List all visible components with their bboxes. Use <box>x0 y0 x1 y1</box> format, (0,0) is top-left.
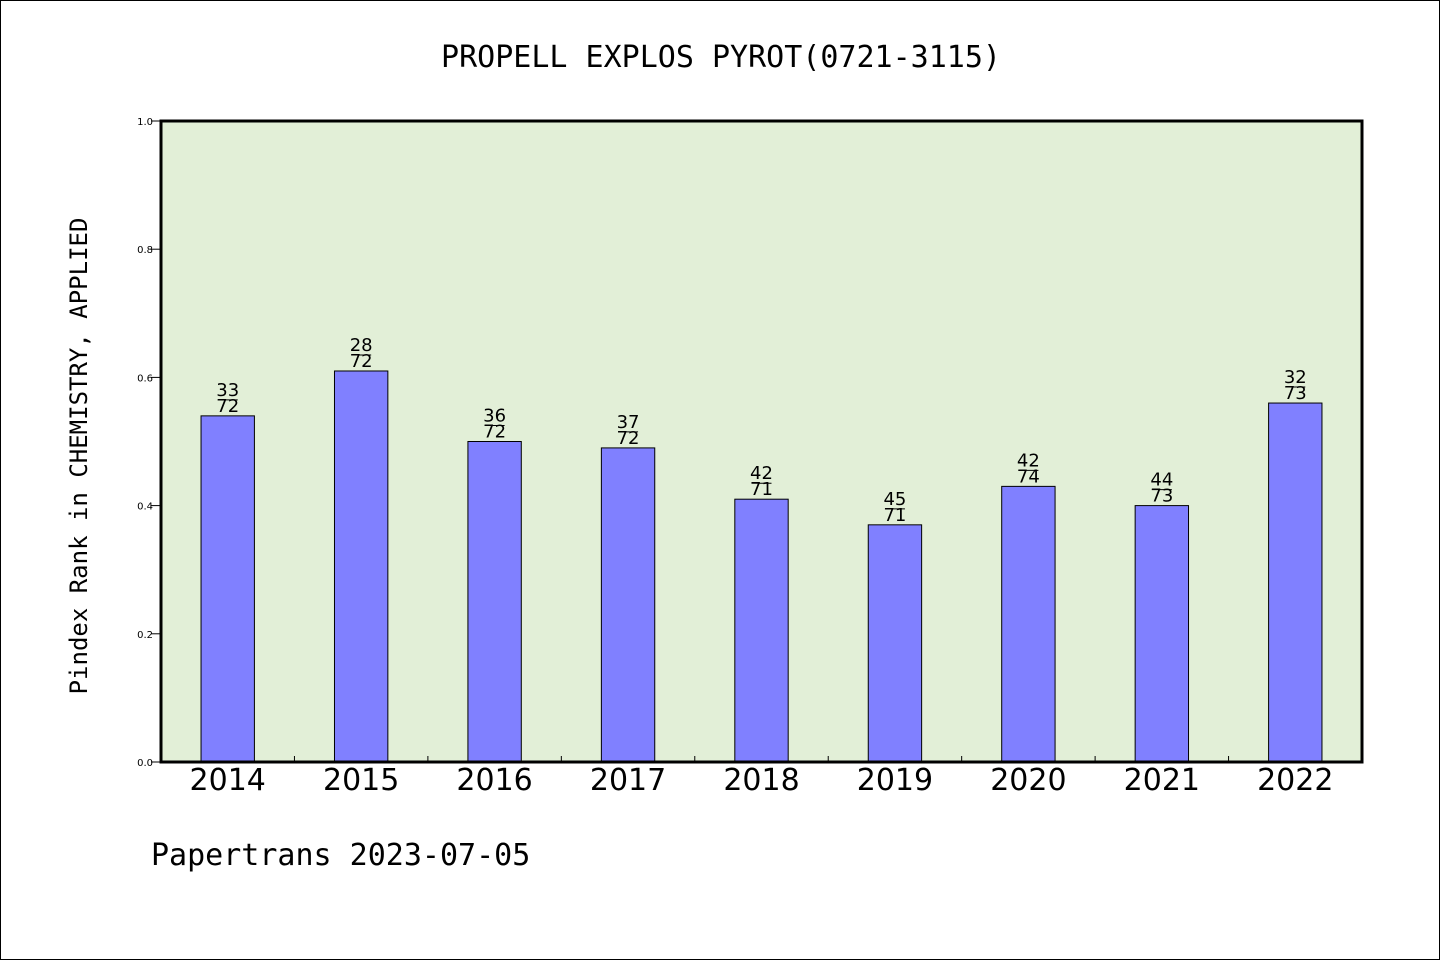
plot-border <box>159 119 1364 764</box>
y-tick-label: 1.0 <box>137 117 153 128</box>
x-tick-label: 2014 <box>190 763 266 798</box>
bars <box>200 370 1323 763</box>
bar-2020 <box>1001 485 1056 763</box>
x-tick-label: 2016 <box>456 763 532 798</box>
total-label: 71 <box>750 479 773 500</box>
chart-title: PROPELL EXPLOS PYROT(0721-3115) <box>441 40 1001 75</box>
x-tick-label: 2019 <box>857 763 933 798</box>
y-tick-label: 0.2 <box>137 630 153 641</box>
bar-2018 <box>734 498 789 763</box>
y-axis-label: Pindex Rank in CHEMISTRY, APPLIED <box>65 218 93 695</box>
rank-label: 37 <box>617 412 640 433</box>
rank-label: 42 <box>750 463 773 484</box>
y-axis-ticks: 0.0 0.2 0.4 0.6 0.8 1.0 <box>137 117 161 769</box>
bar-2019 <box>867 524 923 763</box>
bar-2016 <box>467 441 522 763</box>
total-label: 73 <box>1284 383 1307 404</box>
footer-credit: Papertrans 2023-07-05 <box>151 838 530 873</box>
y-tick-label: 0.8 <box>137 245 153 256</box>
x-axis-ticks: 2014 2015 2016 2017 2018 2019 2020 2021 2022 <box>190 756 1333 798</box>
rank-label: 28 <box>350 335 373 356</box>
rank-label: 33 <box>216 380 239 401</box>
total-label: 74 <box>1017 466 1040 487</box>
bar-2014 <box>200 415 255 763</box>
bar-2022 <box>1268 402 1323 763</box>
y-tick-label: 0.0 <box>137 758 153 769</box>
rank-label: 42 <box>1017 450 1040 471</box>
x-tick-label: 2022 <box>1257 763 1333 798</box>
total-label: 72 <box>617 428 640 449</box>
y-tick-label: 0.6 <box>137 373 153 384</box>
total-label: 72 <box>216 396 239 417</box>
total-label: 73 <box>1150 486 1173 507</box>
y-tick-label: 0.4 <box>137 502 153 513</box>
x-tick-label: 2015 <box>323 763 399 798</box>
x-tick-label: 2018 <box>723 763 799 798</box>
bar-2021 <box>1134 505 1190 763</box>
total-label: 71 <box>883 505 906 526</box>
bar-2017 <box>600 447 656 763</box>
rank-label: 32 <box>1284 367 1307 388</box>
total-label: 72 <box>350 351 373 372</box>
x-tick-label: 2020 <box>990 763 1066 798</box>
rank-label: 44 <box>1150 470 1173 491</box>
total-label: 72 <box>483 422 506 443</box>
x-tick-label: 2017 <box>590 763 666 798</box>
bar-2015 <box>333 370 389 763</box>
rank-label: 36 <box>483 406 506 427</box>
x-tick-label: 2021 <box>1124 763 1200 798</box>
rank-label: 45 <box>883 489 906 510</box>
